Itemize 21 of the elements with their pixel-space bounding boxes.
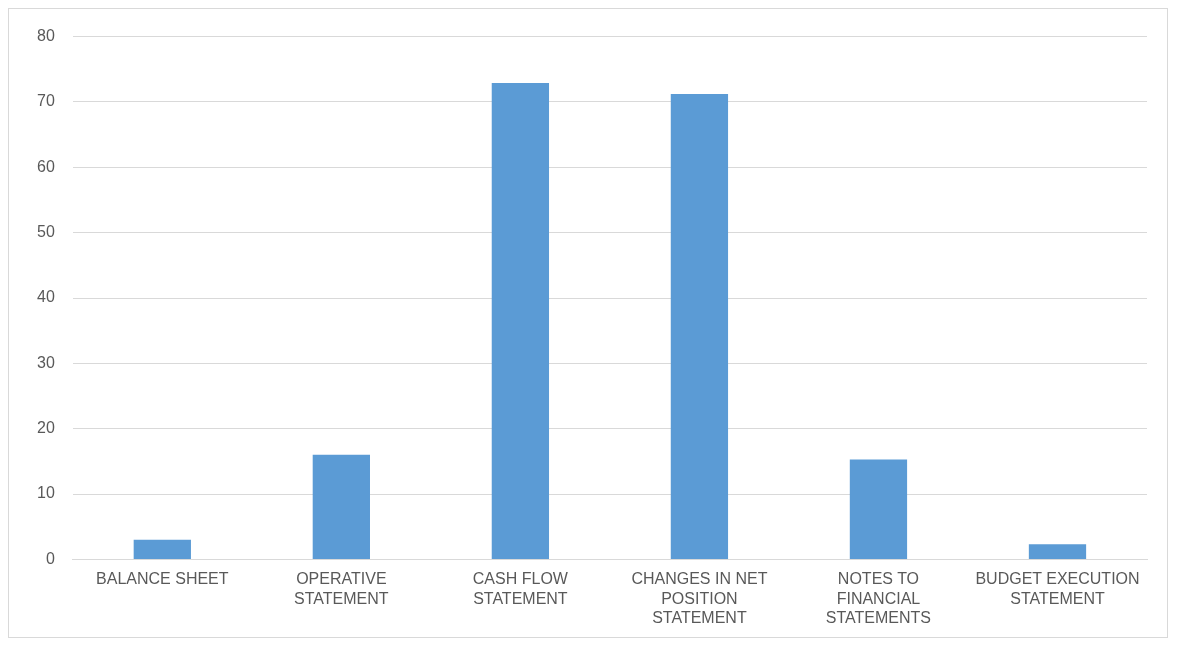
y-tick-label: 50: [37, 223, 55, 241]
bar: [1028, 544, 1087, 559]
x-tick-label: BUDGET EXECUTION STATEMENT: [975, 570, 1140, 607]
x-tick-label: CHANGES IN NET POSITION STATEMENT: [631, 570, 768, 626]
y-tick-label: 0: [45, 549, 55, 567]
y-tick-label: 10: [37, 484, 55, 502]
bar: [133, 539, 191, 559]
bar: [312, 454, 370, 559]
y-tick-label: 30: [37, 353, 55, 371]
y-tick-label: 80: [37, 27, 55, 45]
x-tick-label: NOTES TO FINANCIAL STATEMENTS: [825, 570, 932, 626]
y-tick-label: 60: [37, 157, 55, 175]
x-tick-label: OPERATIVE STATEMENT: [294, 570, 389, 607]
bar: [670, 94, 729, 559]
y-tick-label: 70: [37, 92, 55, 110]
x-tick-label: CASH FLOW STATEMENT: [472, 570, 569, 607]
x-tick-label: BALANCE SHEET: [96, 570, 229, 588]
y-tick-label: 20: [37, 419, 55, 437]
bar: [849, 459, 908, 559]
bar: [491, 83, 550, 559]
y-tick-label: 40: [37, 288, 55, 306]
